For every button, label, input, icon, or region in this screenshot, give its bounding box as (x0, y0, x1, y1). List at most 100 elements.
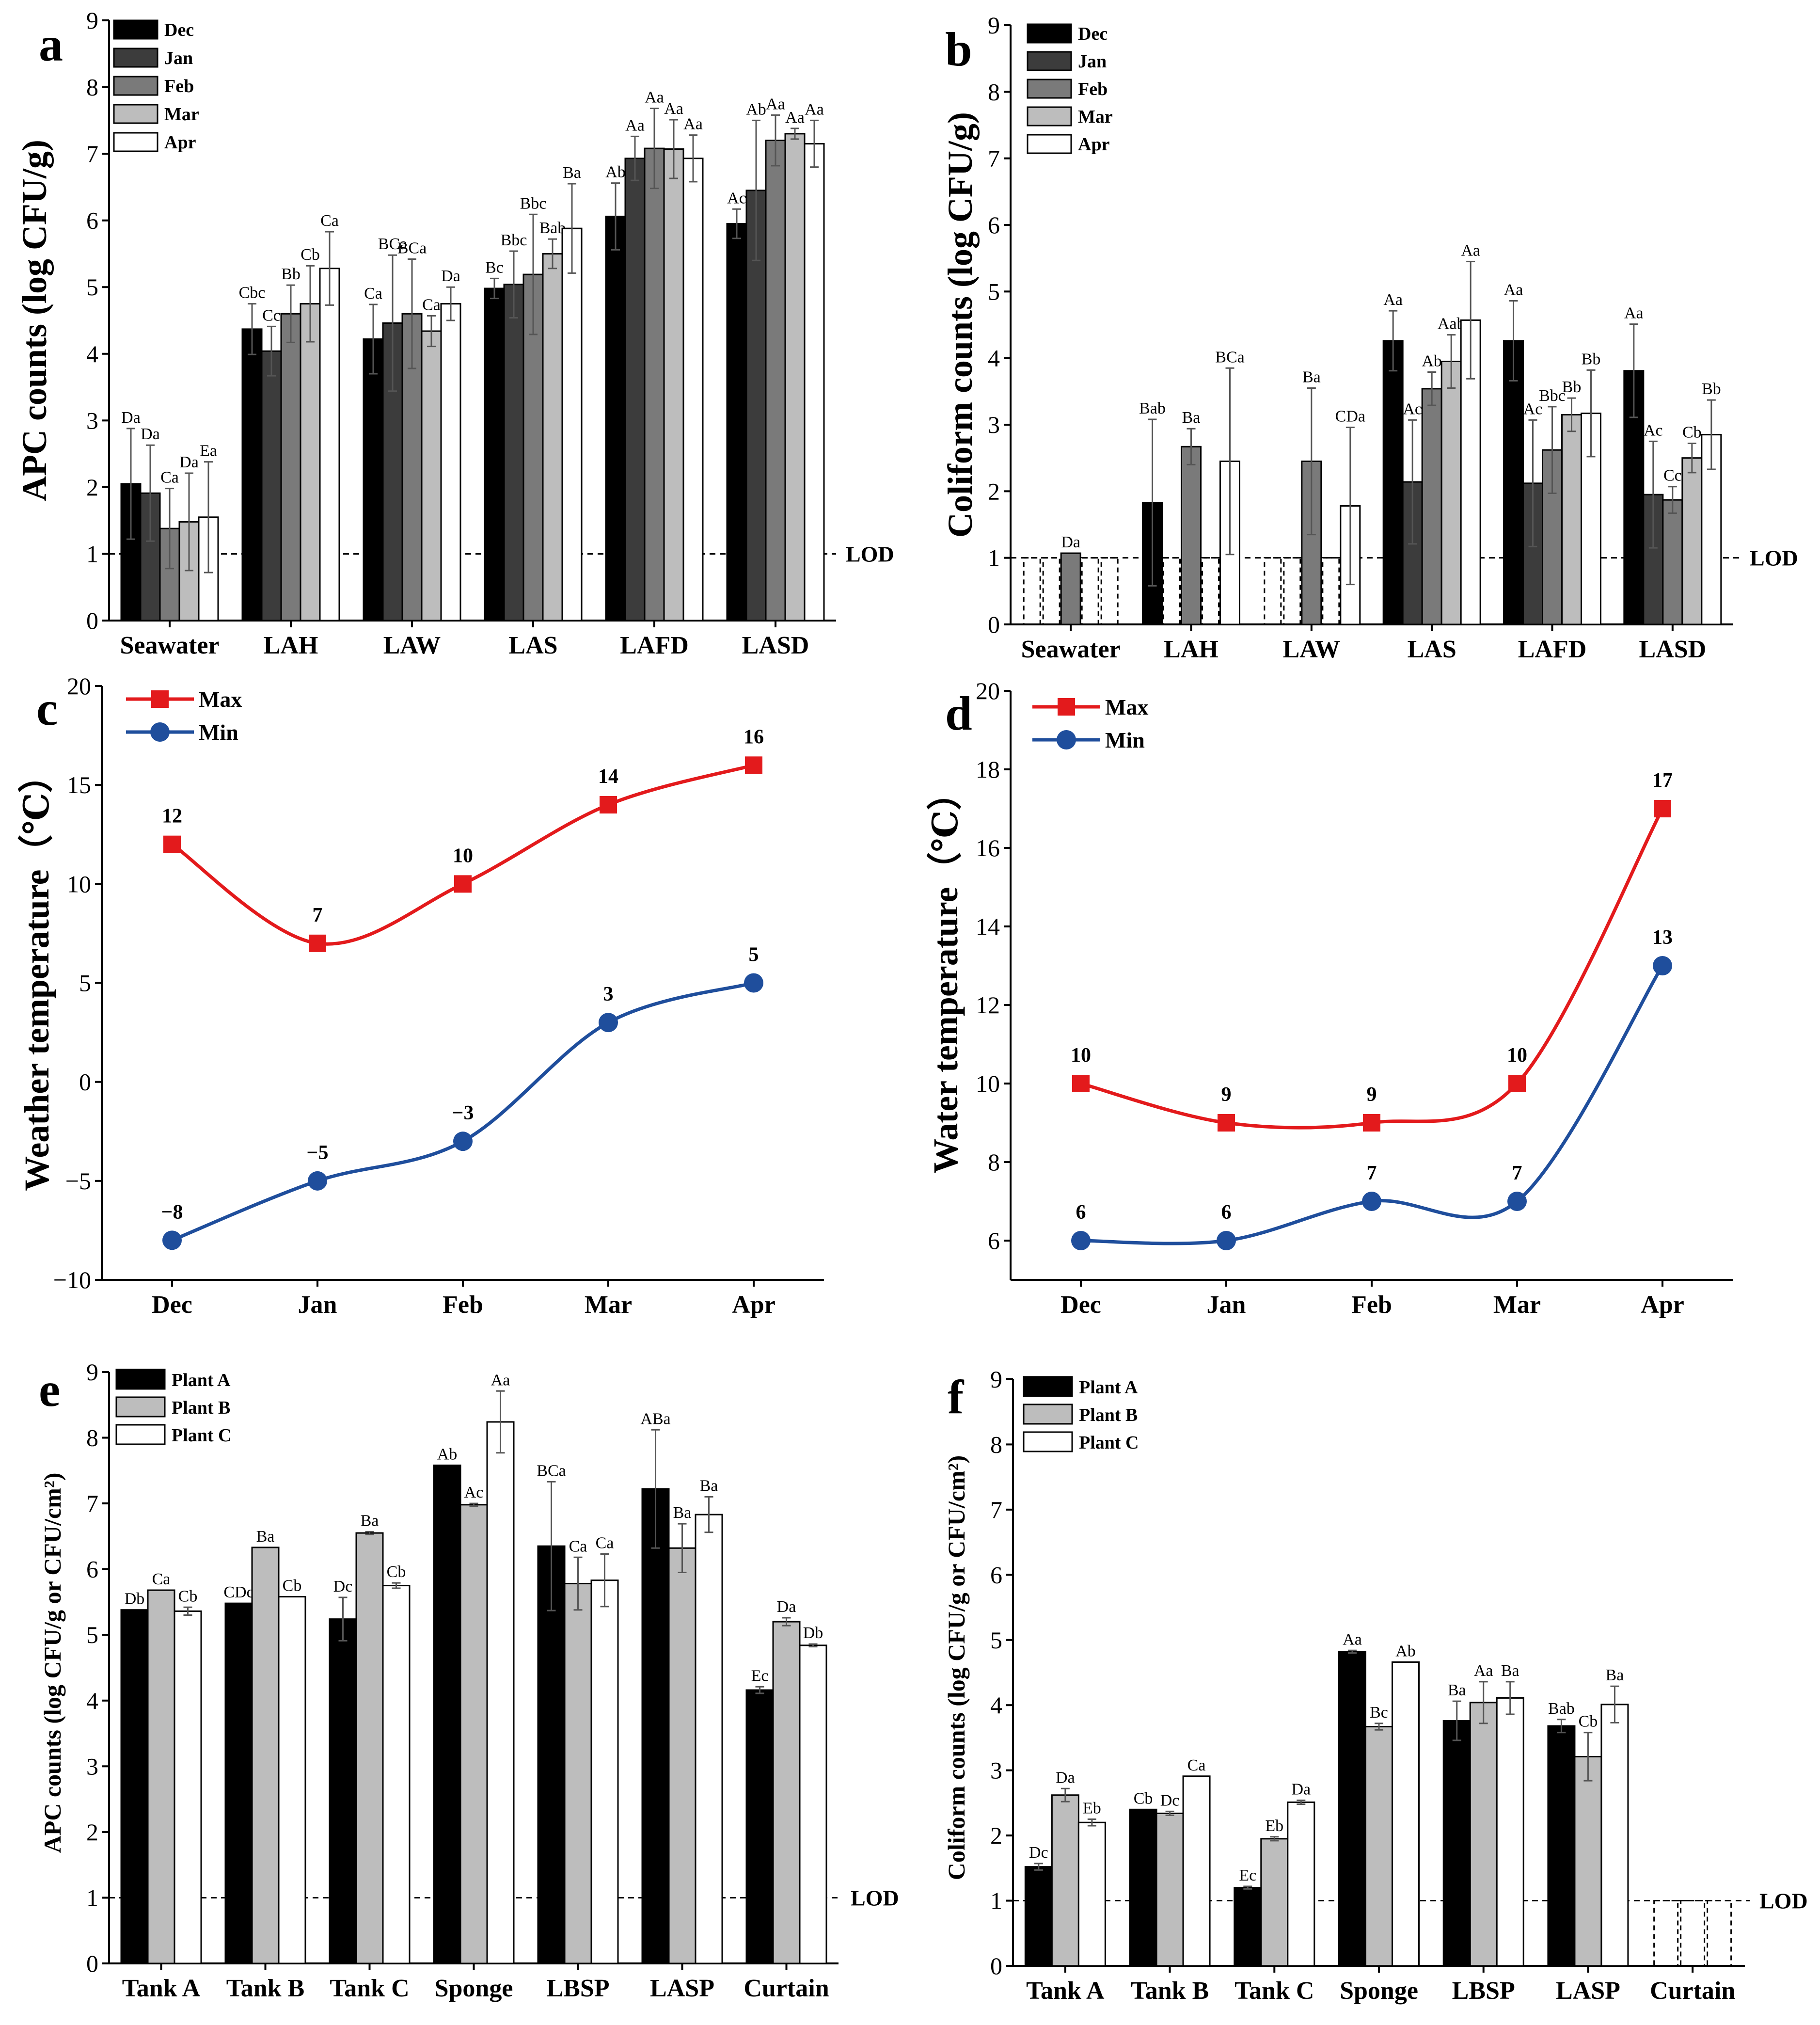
y-tick-label: 9 (86, 1358, 98, 1386)
bar (1234, 1887, 1262, 1967)
significance-label: Da (1291, 1781, 1311, 1799)
series-line-min (1080, 965, 1664, 1245)
significance-label: Bbc (1539, 387, 1566, 405)
legend-marker (1058, 698, 1075, 716)
bar (1547, 1725, 1576, 1967)
y-tick-label: 4 (86, 340, 98, 367)
legend-swatch (113, 132, 158, 152)
y-tick-label: 5 (86, 273, 98, 301)
y-tick-label: 8 (988, 1148, 1000, 1176)
data-point (1218, 1114, 1235, 1132)
data-label: 10 (1507, 1044, 1527, 1067)
panel-letter: a (39, 17, 63, 71)
significance-label: Dc (1029, 1844, 1048, 1862)
x-tick-label: LAH (264, 632, 318, 659)
legend-label: Plant B (172, 1398, 230, 1418)
bar (745, 190, 767, 622)
legend-swatch (115, 1396, 166, 1418)
y-tick-label: 0 (86, 607, 98, 634)
x-tick-label: Tank A (1026, 1977, 1105, 2005)
data-point (744, 973, 763, 993)
legend-swatch (1023, 1376, 1073, 1397)
legend-label: Apr (1078, 134, 1110, 155)
y-axis-label: Coliform counts (log CFU/g) (941, 112, 980, 538)
bar (745, 1689, 774, 1964)
data-point (308, 1171, 327, 1191)
bar (1503, 340, 1524, 625)
significance-label: Aa (766, 95, 785, 113)
data-label: 9 (1367, 1084, 1377, 1106)
bar (319, 268, 340, 622)
bar-below-lod (1283, 557, 1301, 625)
significance-label: Ca (320, 212, 339, 230)
bar (1574, 1755, 1602, 1967)
significance-label: Aa (1343, 1630, 1362, 1648)
bar (605, 215, 626, 622)
y-tick-label: 8 (86, 1424, 98, 1451)
significance-label: Ea (200, 442, 217, 460)
bar (120, 1609, 149, 1964)
y-tick-label: 20 (67, 672, 91, 700)
y-tick-label: 3 (990, 1757, 1002, 1784)
bar (765, 140, 786, 622)
significance-label: Ab (1422, 352, 1442, 370)
y-axis-label: Coliform counts (log CFU/g or CFU/cm²) (943, 1455, 970, 1880)
significance-label: Aa (1474, 1662, 1493, 1680)
legend-swatch (115, 1369, 166, 1390)
y-tick-label: 6 (86, 1556, 98, 1583)
y-tick-label: 16 (976, 834, 1000, 861)
y-tick-label: 0 (79, 1068, 91, 1096)
significance-label: Ac (1523, 400, 1543, 418)
data-point (745, 756, 762, 774)
y-tick-label: 20 (976, 677, 1000, 704)
significance-label: Ab (1395, 1642, 1416, 1660)
legend-swatch (1023, 1403, 1073, 1425)
significance-label: Cb (178, 1587, 198, 1605)
y-tick-label: 10 (976, 1070, 1000, 1097)
significance-label: Aa (683, 115, 703, 133)
significance-label: Ac (464, 1483, 484, 1501)
bar (355, 1532, 384, 1964)
bar (772, 1621, 801, 1964)
x-tick-label: Dec (1060, 1291, 1101, 1319)
significance-label: Ba (673, 1504, 692, 1522)
bar (1365, 1726, 1393, 1967)
significance-label: Aa (625, 116, 645, 134)
x-tick-label: Tank C (1234, 1977, 1314, 2005)
x-tick-label: Apr (1641, 1291, 1684, 1319)
data-label: 7 (1367, 1162, 1377, 1184)
y-tick-label: 7 (86, 1490, 98, 1517)
y-tick-label: 6 (86, 207, 98, 234)
significance-label: Da (441, 267, 460, 285)
significance-label: Ca (152, 1570, 171, 1588)
significance-label: Ba (1302, 368, 1321, 386)
legend-label: Jan (164, 48, 193, 68)
significance-label: Aa (664, 100, 683, 118)
x-tick-label: Mar (585, 1291, 632, 1319)
significance-label: Bab (1139, 399, 1166, 417)
bar (1382, 340, 1404, 625)
x-tick-label: Apr (732, 1291, 775, 1319)
bar (1469, 1702, 1498, 1967)
significance-label: Ba (1501, 1662, 1519, 1680)
bar (695, 1514, 723, 1964)
x-tick-label: LBSP (546, 1975, 609, 2002)
x-tick-label: Feb (443, 1291, 483, 1319)
y-tick-label: −5 (65, 1167, 91, 1195)
legend-swatch (1027, 134, 1072, 154)
legend-label: Dec (1078, 24, 1108, 44)
bar (174, 1610, 202, 1964)
lod-label: LOD (846, 542, 894, 566)
significance-label: Da (121, 409, 141, 427)
x-tick-label: Dec (152, 1291, 192, 1319)
x-tick-label: LASD (742, 632, 809, 659)
y-tick-label: 7 (990, 1496, 1002, 1523)
data-point (599, 1013, 618, 1033)
series-line-max (1080, 808, 1664, 1130)
y-tick-label: 5 (79, 970, 91, 997)
data-point (162, 1230, 182, 1250)
significance-label: ABa (640, 1410, 670, 1428)
bar-below-lod (1042, 557, 1060, 625)
lod-label: LOD (1759, 1889, 1808, 1913)
